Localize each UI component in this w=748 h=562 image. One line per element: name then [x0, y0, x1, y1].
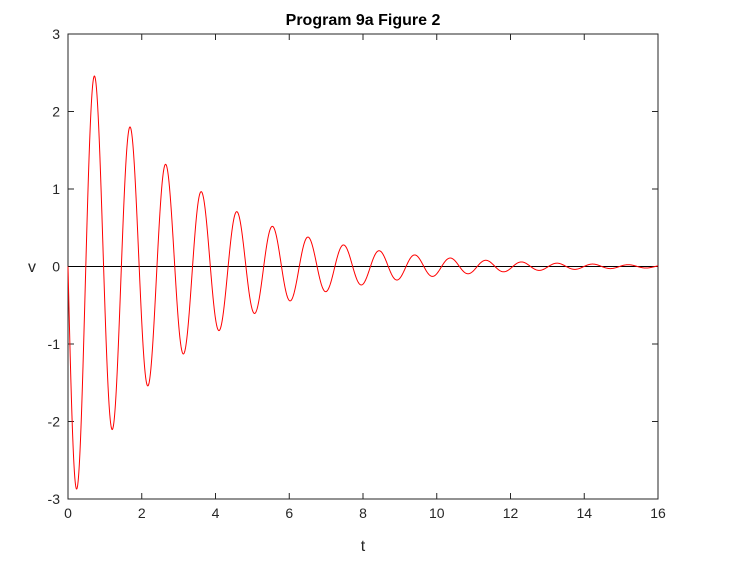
y-tick-label: -1 — [48, 336, 61, 352]
y-tick-label: -2 — [48, 414, 61, 430]
y-axis-label: v — [28, 259, 36, 276]
series-line — [67, 75, 659, 490]
x-tick-label: 4 — [212, 505, 220, 521]
y-tick-label: 2 — [52, 104, 60, 120]
x-tick-label: 6 — [285, 505, 293, 521]
y-tick-label: -3 — [48, 491, 61, 507]
chart-title: Program 9a Figure 2 — [286, 12, 441, 29]
x-tick-label: 8 — [359, 505, 367, 521]
y-tick-label: 3 — [52, 26, 60, 42]
x-tick-label: 0 — [64, 505, 72, 521]
y-tick-label: 0 — [52, 259, 60, 275]
x-axis-label: t — [361, 538, 366, 555]
x-tick-label: 12 — [503, 505, 519, 521]
x-tick-label: 10 — [429, 505, 445, 521]
x-tick-label: 14 — [576, 505, 592, 521]
x-tick-label: 16 — [650, 505, 666, 521]
y-tick-label: 1 — [52, 181, 60, 197]
x-tick-label: 2 — [138, 505, 146, 521]
